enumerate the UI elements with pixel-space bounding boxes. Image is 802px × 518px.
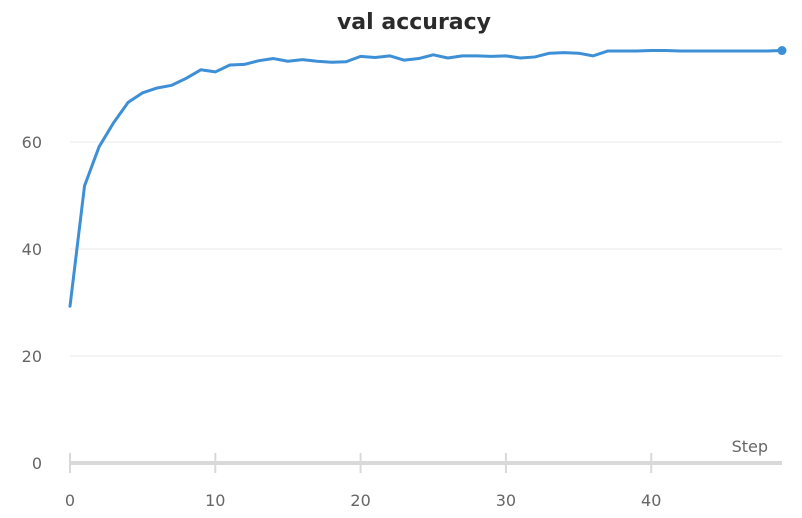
- y-tick-label: 40: [22, 240, 42, 259]
- series-layer: [68, 46, 787, 308]
- x-tick-label: 40: [641, 491, 661, 510]
- axis-layer: 0 20 40 60 0 10 20 30 40: [22, 133, 782, 510]
- x-tick-label: 10: [205, 491, 225, 510]
- x-tick-label: 30: [496, 491, 516, 510]
- x-tick-label: 0: [65, 491, 75, 510]
- grid-layer: [70, 141, 782, 357]
- y-tick-label: 20: [22, 347, 42, 366]
- x-axis-label: Step: [732, 437, 768, 456]
- x-tick-label: 20: [350, 491, 370, 510]
- series-line: [68, 49, 784, 308]
- y-tick-label: 0: [32, 454, 42, 473]
- chart-title: val accuracy: [337, 10, 491, 35]
- last-point-marker: [777, 46, 787, 56]
- y-tick-label: 60: [22, 133, 42, 152]
